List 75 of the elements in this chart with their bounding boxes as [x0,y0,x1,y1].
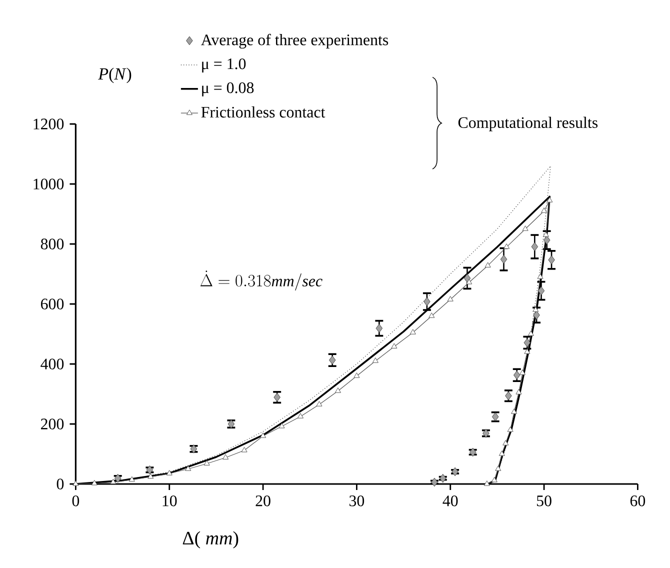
legend-label: μ = 0.08 [202,82,254,96]
x-tick-label: 20 [256,495,270,506]
point [537,274,544,279]
point [428,312,435,318]
point [410,329,416,334]
point [447,296,454,302]
y-tick-label: 1000 [34,178,64,190]
point [316,401,322,406]
point [516,389,522,394]
y-tick-label: 400 [40,358,64,370]
x-axis-title: Δ( mm) [182,531,238,548]
legend-label: μ = 1.0 [202,58,246,72]
point [511,408,518,414]
point [166,470,172,476]
annotation: $\dot{\Delta} = 0.318\mathit{mm/sec}$ [200,270,322,291]
y-tick-label: 600 [40,298,64,310]
point [528,330,534,336]
point [376,324,383,333]
x-tick-label: 30 [350,495,364,506]
legend-label: Frictionless contact [201,106,326,118]
point [524,338,531,348]
point [498,450,505,456]
point [507,426,514,432]
point [543,236,550,245]
point [519,370,526,375]
point [334,388,341,393]
point [532,306,539,312]
point [533,310,540,320]
point [278,422,285,428]
point [548,255,555,264]
point [91,480,98,486]
point [546,197,553,202]
point [466,278,472,284]
point [185,466,192,471]
point [502,440,509,446]
point [452,467,458,476]
point [484,262,491,268]
x-tick-label: 60 [630,495,646,506]
point [538,286,545,296]
point [372,358,378,363]
x-tick-label: 50 [536,495,552,506]
point [204,460,210,466]
annotation: Computational results [458,116,598,132]
point [260,432,266,438]
point [531,242,538,252]
y-tick-label: 1200 [34,118,64,130]
point [128,476,135,482]
point [495,466,502,471]
y-tick-label: 200 [41,418,64,430]
point [541,208,548,213]
point [513,370,520,380]
x-tick-label: 0 [72,495,80,506]
y-tick-label: 800 [40,238,64,250]
point [391,343,398,348]
point [464,274,471,283]
legend-label: Average of three experiments [200,34,388,49]
point [542,232,549,237]
y-tick-label: 0 [56,478,64,490]
point [354,372,360,378]
point [424,297,430,306]
point [491,476,498,482]
x-tick-label: 40 [442,495,458,506]
point [241,446,248,452]
point [484,480,490,486]
point [222,454,229,460]
y-axis-title: P(N) [98,68,132,84]
point [524,348,530,354]
point [504,244,510,249]
x-tick-label: 10 [162,495,177,506]
point [500,254,508,264]
point [328,356,336,365]
point [110,478,116,484]
point [522,226,528,231]
point [148,473,154,479]
point [297,413,304,418]
